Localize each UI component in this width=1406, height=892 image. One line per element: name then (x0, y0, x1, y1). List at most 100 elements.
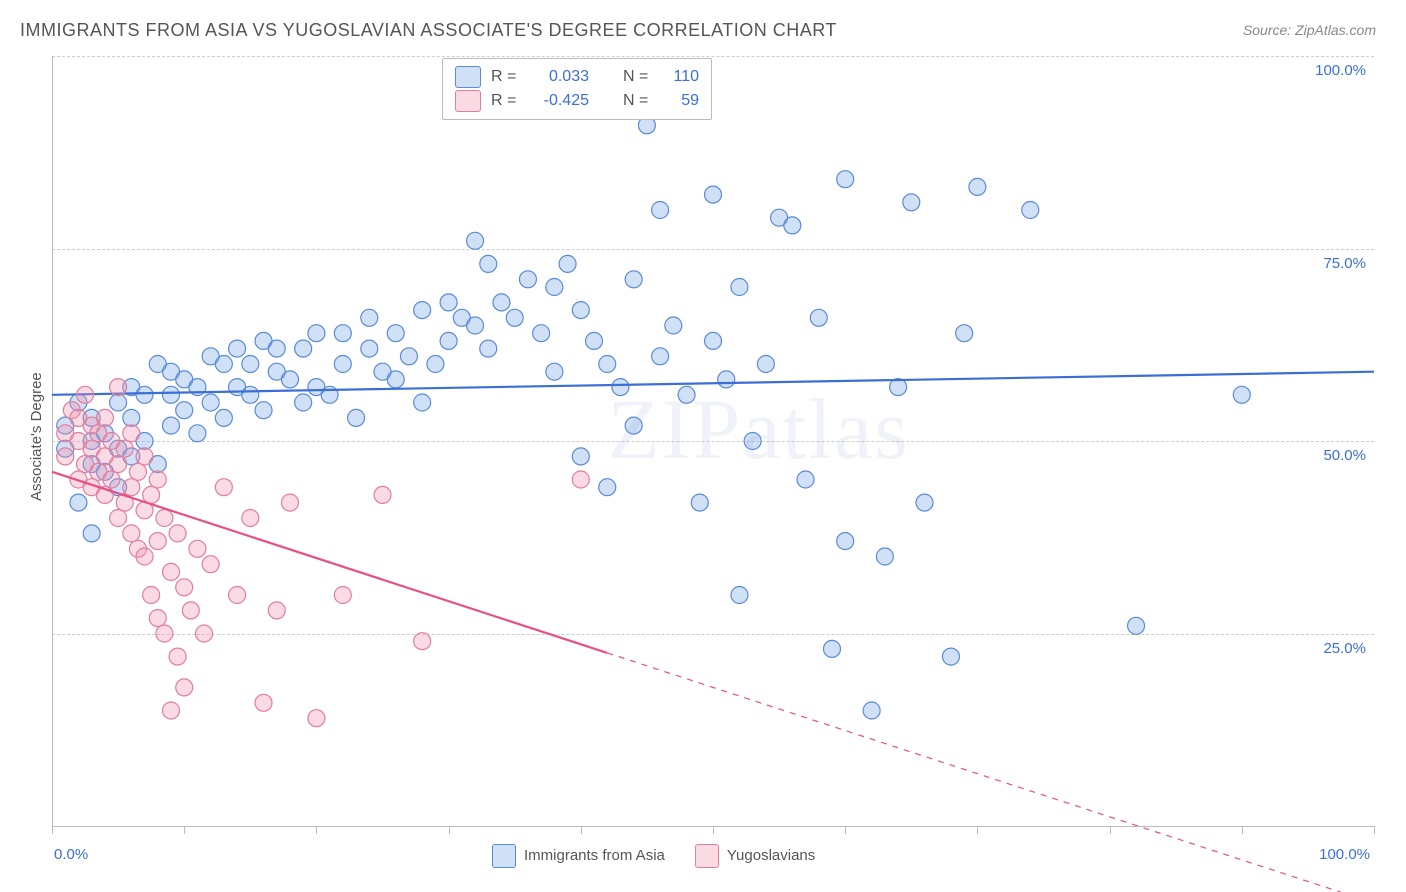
scatter-point (156, 625, 173, 642)
x-tick (1374, 826, 1375, 834)
scatter-point (625, 271, 642, 288)
scatter-point (942, 648, 959, 665)
scatter-point (440, 294, 457, 311)
scatter-point (242, 386, 259, 403)
scatter-point (533, 325, 550, 342)
x-tick (1110, 826, 1111, 834)
series-legend: Immigrants from Asia Yugoslavians (492, 844, 815, 868)
scatter-point (467, 232, 484, 249)
scatter-point (196, 625, 213, 642)
scatter-point (414, 302, 431, 319)
scatter-point (956, 325, 973, 342)
scatter-point (123, 409, 140, 426)
scatter-point (414, 633, 431, 650)
scatter-point (559, 255, 576, 272)
scatter-point (162, 386, 179, 403)
scatter-point (162, 702, 179, 719)
scatter-point (705, 186, 722, 203)
scatter-point (162, 417, 179, 434)
n-label: N = (623, 92, 651, 110)
scatter-point (374, 486, 391, 503)
scatter-point (242, 356, 259, 373)
scatter-point (202, 556, 219, 573)
scatter-point (176, 579, 193, 596)
scatter-point (169, 648, 186, 665)
x-tick (52, 826, 53, 834)
scatter-point (467, 317, 484, 334)
r-label: R = (491, 68, 519, 86)
scatter-point (361, 309, 378, 326)
scatter-point (493, 294, 510, 311)
scatter-point (334, 587, 351, 604)
scatter-point (876, 548, 893, 565)
plot-svg (52, 56, 1374, 826)
x-tick (977, 826, 978, 834)
source-name: ZipAtlas.com (1295, 22, 1376, 38)
scatter-point (1233, 386, 1250, 403)
x-tick (184, 826, 185, 834)
series-legend-item: Yugoslavians (695, 844, 815, 868)
scatter-point (281, 371, 298, 388)
r-label: R = (491, 92, 519, 110)
series-legend-item: Immigrants from Asia (492, 844, 665, 868)
scatter-point (103, 471, 120, 488)
trend-line (52, 472, 607, 653)
scatter-point (969, 178, 986, 195)
scatter-point (176, 679, 193, 696)
scatter-point (784, 217, 801, 234)
series-legend-label: Immigrants from Asia (524, 847, 665, 864)
scatter-point (612, 379, 629, 396)
plot-area: 25.0%50.0%75.0%100.0%0.0%100.0%R =0.033N… (52, 56, 1374, 826)
scatter-point (546, 363, 563, 380)
scatter-point (162, 563, 179, 580)
scatter-point (215, 356, 232, 373)
scatter-point (506, 309, 523, 326)
scatter-point (123, 479, 140, 496)
scatter-point (572, 471, 589, 488)
scatter-point (705, 332, 722, 349)
x-tick (1242, 826, 1243, 834)
scatter-point (744, 433, 761, 450)
scatter-point (599, 479, 616, 496)
scatter-point (731, 587, 748, 604)
scatter-point (149, 471, 166, 488)
scatter-point (149, 533, 166, 550)
scatter-point (572, 302, 589, 319)
scatter-point (440, 332, 457, 349)
r-value: -0.425 (529, 92, 589, 110)
scatter-point (202, 394, 219, 411)
scatter-point (718, 371, 735, 388)
scatter-point (255, 402, 272, 419)
n-value: 110 (661, 68, 699, 86)
scatter-point (77, 386, 94, 403)
scatter-point (189, 540, 206, 557)
n-label: N = (623, 68, 651, 86)
scatter-point (57, 448, 74, 465)
n-value: 59 (661, 92, 699, 110)
scatter-point (136, 386, 153, 403)
legend-swatch (695, 844, 719, 868)
scatter-point (143, 486, 160, 503)
scatter-point (123, 525, 140, 542)
x-tick (845, 826, 846, 834)
scatter-point (387, 325, 404, 342)
scatter-point (903, 194, 920, 211)
scatter-point (1022, 202, 1039, 219)
scatter-point (348, 409, 365, 426)
scatter-point (546, 279, 563, 296)
x-tick (581, 826, 582, 834)
x-tick-label: 0.0% (54, 846, 88, 863)
scatter-point (268, 340, 285, 357)
scatter-point (427, 356, 444, 373)
scatter-point (625, 417, 642, 434)
scatter-point (182, 602, 199, 619)
scatter-point (110, 394, 127, 411)
scatter-point (169, 525, 186, 542)
scatter-point (652, 202, 669, 219)
legend-swatch (492, 844, 516, 868)
scatter-point (149, 610, 166, 627)
series-legend-label: Yugoslavians (727, 847, 815, 864)
correlation-legend-row: R = -0.425 N = 59 (455, 89, 699, 113)
legend-swatch (455, 66, 481, 88)
scatter-point (136, 448, 153, 465)
